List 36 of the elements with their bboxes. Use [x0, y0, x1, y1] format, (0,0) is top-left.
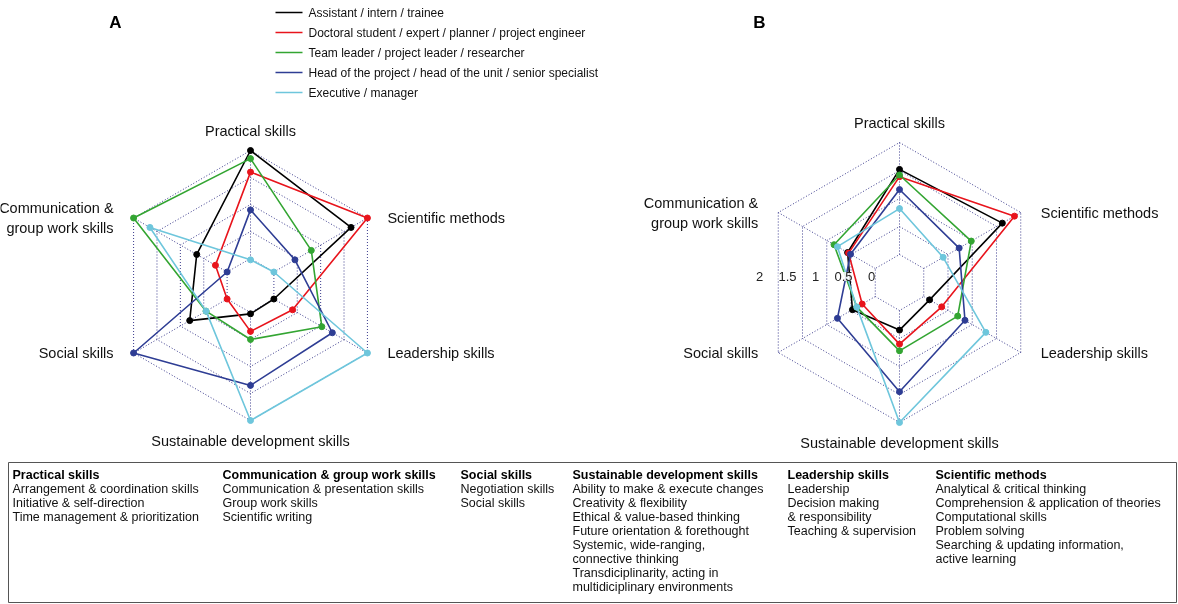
category-label: Scientific methods — [935, 467, 1047, 482]
spoke-label: Communication & group work skills — [0, 200, 114, 236]
legend-label: Head of the project / head of the unit / senior specialist — [308, 65, 599, 80]
spoke-label: Sustainable development skills — [800, 434, 999, 451]
spoke-label: Practical skills — [204, 122, 297, 139]
spoke-label: Practical skills — [853, 114, 946, 131]
category-label: Practical skills — [12, 467, 100, 482]
spoke-label: Scientific methods — [1040, 204, 1159, 221]
category-label: Leadership skills — [787, 467, 889, 482]
y-tick-label: 1.5 — [778, 269, 797, 284]
spoke-label: Leadership skills — [387, 345, 495, 361]
category-label: Social skills — [460, 467, 533, 482]
spoke-label: Scientific methods — [387, 210, 506, 226]
y-tick-label: 1 — [811, 269, 820, 284]
text: Analytical & critical thinking Comprehension & application of theories Computational skills Problem solving Searching & updating information, active learning — [935, 481, 1161, 566]
category-label: Communication & group work skills — [222, 467, 436, 482]
chart-title: B — [753, 13, 766, 32]
text: Arrangement & coordination skills Initiative & self-direction Time management & prioritization — [12, 481, 199, 524]
y-tick-label: 2 — [755, 269, 764, 284]
text: Communication & presentation skills Group work skills Scientific writing — [222, 481, 424, 524]
y-tick-label: 0 — [867, 269, 876, 284]
y-tick-label: 0.5 — [834, 269, 853, 284]
spoke-label: Leadership skills — [1040, 344, 1148, 361]
spoke-label: Sustainable development skills — [151, 432, 350, 449]
spoke-label: Social skills — [38, 345, 114, 361]
text: Leadership Decision making & responsibility Teaching & supervision — [787, 481, 917, 538]
legend-label: Assistant / intern / trainee — [308, 5, 445, 20]
text: Ability to make & execute changes Creativity & flexibility Ethical & value-based thinking Future orientation & forethought Systemic, wide-ranging, connective thinking Transdiciplinarity, acting in multidiciplinary environments — [572, 481, 764, 594]
spoke-label: Communication & group work skills — [643, 194, 759, 231]
text: Negotiation skills Social skills — [460, 481, 555, 510]
legend-label: Executive / manager — [308, 85, 418, 100]
legend-label: Team leader / project leader / researcher — [308, 45, 525, 60]
chart-title: A — [109, 13, 122, 32]
category-label: Sustainable development skills — [572, 467, 759, 482]
spoke-label: Social skills — [683, 344, 759, 361]
legend-label: Doctoral student / expert / planner / project engineer — [308, 25, 586, 40]
